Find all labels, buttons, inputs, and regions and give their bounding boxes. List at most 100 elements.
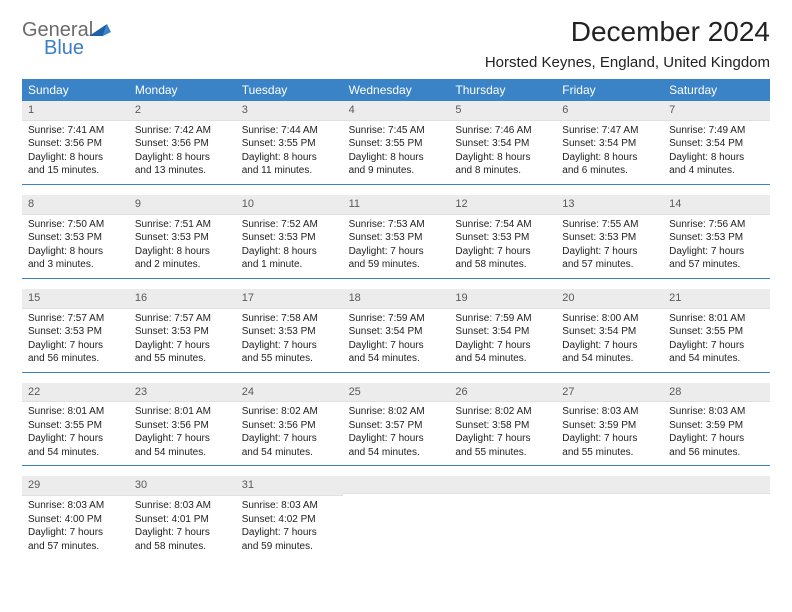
sunset-text: Sunset: 4:01 PM	[135, 513, 230, 527]
day-number	[663, 476, 770, 494]
day1-text: Daylight: 8 hours	[455, 151, 550, 165]
day-body: Sunrise: 8:03 AMSunset: 4:02 PMDaylight:…	[236, 496, 343, 559]
day1-text: Daylight: 8 hours	[669, 151, 764, 165]
sunrise-text: Sunrise: 7:51 AM	[135, 218, 230, 232]
day2-text: and 54 minutes.	[242, 446, 337, 460]
day-cell: 12Sunrise: 7:54 AMSunset: 3:53 PMDayligh…	[449, 195, 556, 278]
day-cell: 7Sunrise: 7:49 AMSunset: 3:54 PMDaylight…	[663, 101, 770, 184]
day-body: Sunrise: 7:56 AMSunset: 3:53 PMDaylight:…	[663, 215, 770, 278]
sunset-text: Sunset: 3:53 PM	[349, 231, 444, 245]
sunset-text: Sunset: 3:56 PM	[135, 137, 230, 151]
day2-text: and 3 minutes.	[28, 258, 123, 272]
day-cell: 23Sunrise: 8:01 AMSunset: 3:56 PMDayligh…	[129, 383, 236, 466]
day1-text: Daylight: 7 hours	[349, 432, 444, 446]
day-cell: 21Sunrise: 8:01 AMSunset: 3:55 PMDayligh…	[663, 289, 770, 372]
weekday-header: Saturday	[663, 79, 770, 101]
day2-text: and 59 minutes.	[349, 258, 444, 272]
day1-text: Daylight: 7 hours	[242, 339, 337, 353]
sunset-text: Sunset: 4:00 PM	[28, 513, 123, 527]
day-cell: 14Sunrise: 7:56 AMSunset: 3:53 PMDayligh…	[663, 195, 770, 278]
day-number	[556, 476, 663, 494]
day-body	[449, 494, 556, 548]
day-cell: 1Sunrise: 7:41 AMSunset: 3:56 PMDaylight…	[22, 101, 129, 184]
day2-text: and 1 minute.	[242, 258, 337, 272]
day1-text: Daylight: 8 hours	[28, 245, 123, 259]
sunset-text: Sunset: 3:53 PM	[28, 231, 123, 245]
day1-text: Daylight: 7 hours	[669, 339, 764, 353]
day-number: 13	[556, 195, 663, 215]
sunset-text: Sunset: 3:53 PM	[455, 231, 550, 245]
day-number: 29	[22, 476, 129, 496]
day1-text: Daylight: 7 hours	[669, 432, 764, 446]
sunset-text: Sunset: 3:53 PM	[135, 231, 230, 245]
sunrise-text: Sunrise: 7:57 AM	[135, 312, 230, 326]
day2-text: and 59 minutes.	[242, 540, 337, 554]
day-cell: 29Sunrise: 8:03 AMSunset: 4:00 PMDayligh…	[22, 476, 129, 559]
day-number: 30	[129, 476, 236, 496]
day-number	[449, 476, 556, 494]
calendar-grid: Sunday Monday Tuesday Wednesday Thursday…	[22, 79, 770, 559]
day2-text: and 57 minutes.	[669, 258, 764, 272]
logo-text: General Blue	[22, 20, 93, 58]
day-cell: 20Sunrise: 8:00 AMSunset: 3:54 PMDayligh…	[556, 289, 663, 372]
day-number: 22	[22, 383, 129, 403]
day-number	[343, 476, 450, 494]
sunrise-text: Sunrise: 7:41 AM	[28, 124, 123, 138]
day1-text: Daylight: 7 hours	[135, 526, 230, 540]
sunrise-text: Sunrise: 8:03 AM	[669, 405, 764, 419]
day-body: Sunrise: 7:55 AMSunset: 3:53 PMDaylight:…	[556, 215, 663, 278]
sunset-text: Sunset: 3:53 PM	[562, 231, 657, 245]
sunrise-text: Sunrise: 7:59 AM	[455, 312, 550, 326]
day-number: 12	[449, 195, 556, 215]
day1-text: Daylight: 7 hours	[135, 339, 230, 353]
empty-cell	[449, 476, 556, 559]
day-cell: 18Sunrise: 7:59 AMSunset: 3:54 PMDayligh…	[343, 289, 450, 372]
day2-text: and 13 minutes.	[135, 164, 230, 178]
day1-text: Daylight: 7 hours	[349, 245, 444, 259]
day-number: 2	[129, 101, 236, 121]
day-number: 4	[343, 101, 450, 121]
sunrise-text: Sunrise: 8:03 AM	[242, 499, 337, 513]
day-number: 24	[236, 383, 343, 403]
day-cell: 27Sunrise: 8:03 AMSunset: 3:59 PMDayligh…	[556, 383, 663, 466]
sunrise-text: Sunrise: 8:03 AM	[28, 499, 123, 513]
day-number: 28	[663, 383, 770, 403]
day-body	[663, 494, 770, 548]
sunset-text: Sunset: 3:55 PM	[349, 137, 444, 151]
day-body: Sunrise: 7:58 AMSunset: 3:53 PMDaylight:…	[236, 309, 343, 372]
day-body: Sunrise: 7:51 AMSunset: 3:53 PMDaylight:…	[129, 215, 236, 278]
day-cell: 16Sunrise: 7:57 AMSunset: 3:53 PMDayligh…	[129, 289, 236, 372]
sunrise-text: Sunrise: 7:57 AM	[28, 312, 123, 326]
day-number: 25	[343, 383, 450, 403]
day-body: Sunrise: 7:42 AMSunset: 3:56 PMDaylight:…	[129, 121, 236, 184]
day2-text: and 4 minutes.	[669, 164, 764, 178]
day1-text: Daylight: 7 hours	[135, 432, 230, 446]
day2-text: and 56 minutes.	[28, 352, 123, 366]
sunrise-text: Sunrise: 7:47 AM	[562, 124, 657, 138]
day-body	[556, 494, 663, 548]
day-number: 21	[663, 289, 770, 309]
day1-text: Daylight: 8 hours	[562, 151, 657, 165]
day-body: Sunrise: 7:57 AMSunset: 3:53 PMDaylight:…	[22, 309, 129, 372]
day1-text: Daylight: 8 hours	[349, 151, 444, 165]
day-number: 9	[129, 195, 236, 215]
sunset-text: Sunset: 3:54 PM	[349, 325, 444, 339]
day-body: Sunrise: 7:46 AMSunset: 3:54 PMDaylight:…	[449, 121, 556, 184]
day2-text: and 57 minutes.	[562, 258, 657, 272]
sunset-text: Sunset: 3:55 PM	[669, 325, 764, 339]
day1-text: Daylight: 7 hours	[242, 526, 337, 540]
day-body	[343, 494, 450, 548]
day-body: Sunrise: 7:52 AMSunset: 3:53 PMDaylight:…	[236, 215, 343, 278]
empty-cell	[556, 476, 663, 559]
day-body: Sunrise: 7:57 AMSunset: 3:53 PMDaylight:…	[129, 309, 236, 372]
sunset-text: Sunset: 4:02 PM	[242, 513, 337, 527]
sunrise-text: Sunrise: 7:46 AM	[455, 124, 550, 138]
sunset-text: Sunset: 3:57 PM	[349, 419, 444, 433]
sunset-text: Sunset: 3:54 PM	[455, 137, 550, 151]
sunset-text: Sunset: 3:54 PM	[455, 325, 550, 339]
day-body: Sunrise: 7:59 AMSunset: 3:54 PMDaylight:…	[449, 309, 556, 372]
logo: General Blue	[22, 16, 111, 58]
week-row: 8Sunrise: 7:50 AMSunset: 3:53 PMDaylight…	[22, 195, 770, 279]
weekday-header: Friday	[556, 79, 663, 101]
day-number: 3	[236, 101, 343, 121]
